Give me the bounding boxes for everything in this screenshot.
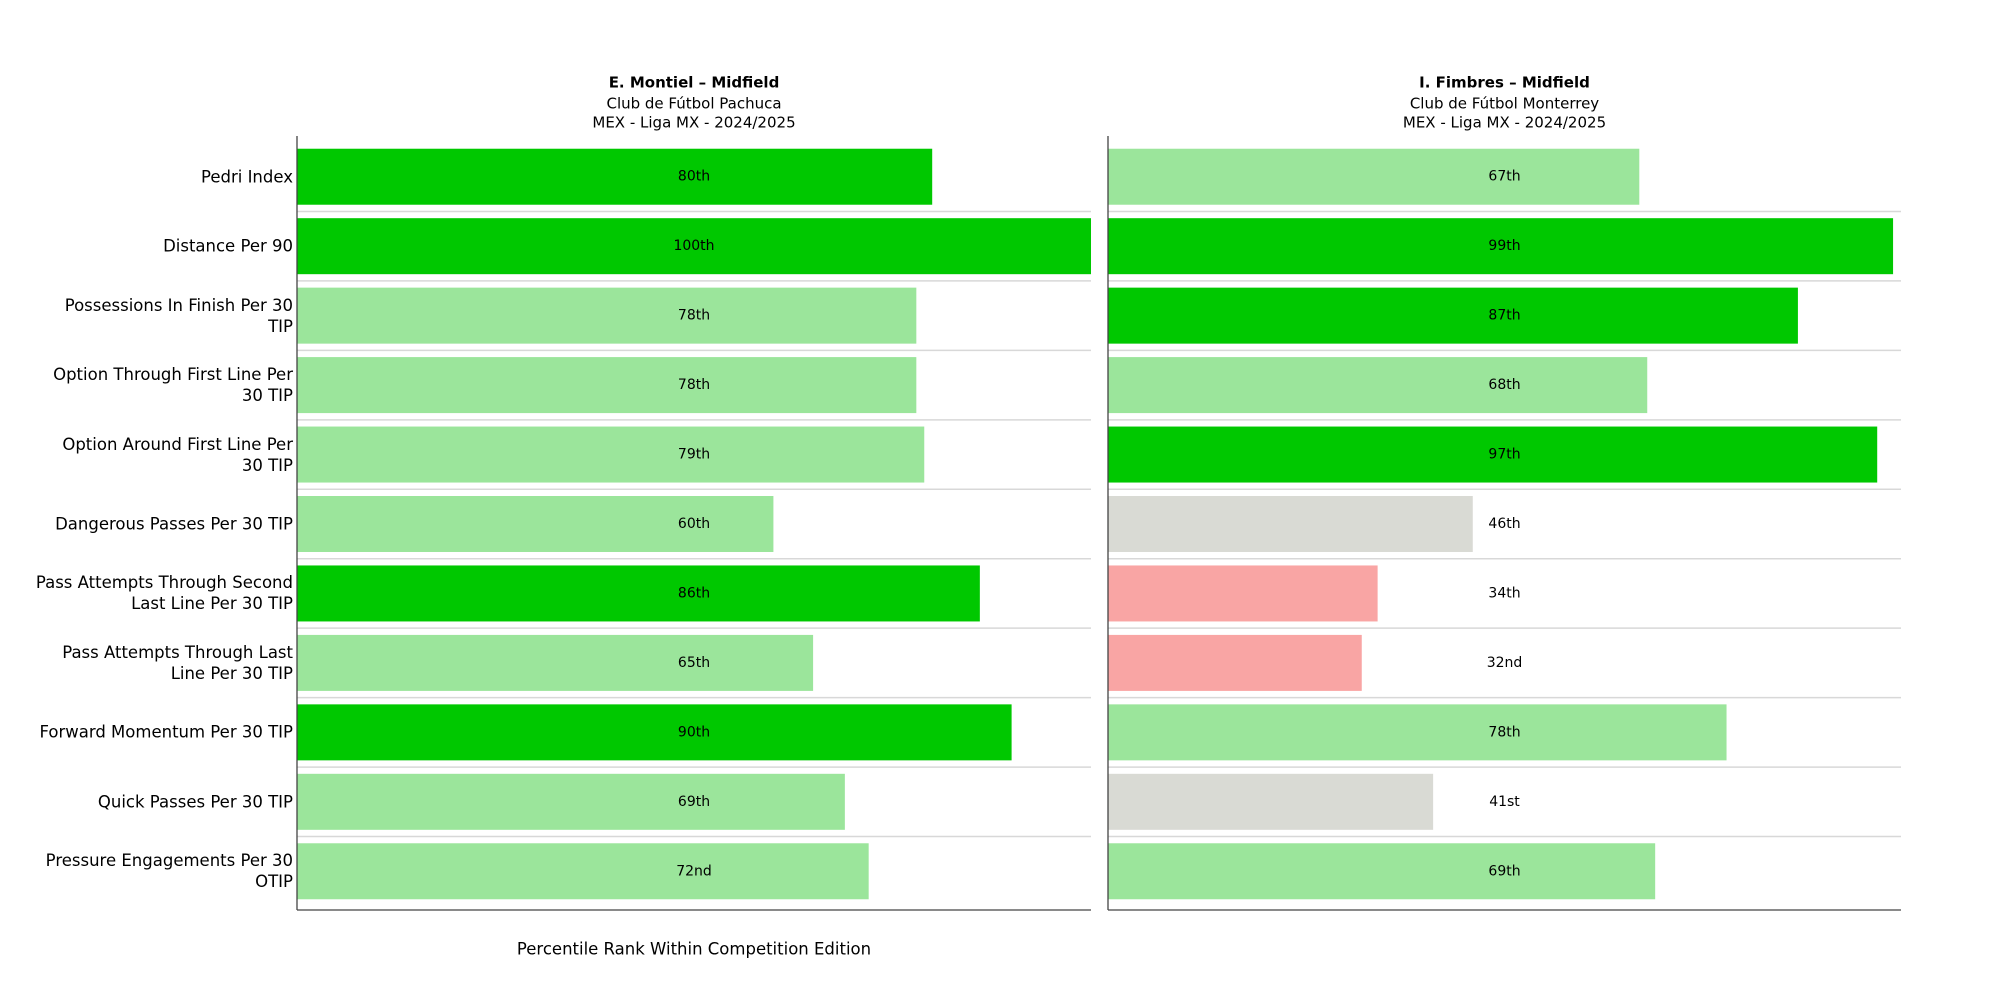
panel-title: E. Montiel – Midfield [609,74,780,92]
value-label: 100th [673,238,714,254]
bar [1108,218,1894,275]
bar [297,148,933,205]
bar [297,426,925,483]
value-label: 34th [1488,585,1520,601]
bar [297,357,917,414]
bar [1108,496,1473,552]
bar [297,773,845,830]
bar [1108,148,1640,205]
value-label: 80th [678,169,710,185]
bar [1108,773,1434,830]
value-label: 68th [1488,377,1520,393]
category-label: Quick Passes Per 30 TIP [97,792,293,812]
value-label: 67th [1488,169,1520,185]
category-label: Possessions In Finish Per 30 TIP [64,295,293,336]
value-label: 78th [1488,724,1520,740]
bar [297,218,1091,275]
value-label: 65th [678,655,710,671]
value-label: 69th [678,794,710,810]
category-label: Option Around First Line Per 30 TIP [62,434,293,475]
category-label: Dangerous Passes Per 30 TIP [55,514,293,534]
bar [297,843,869,900]
panel-subtitle: MEX - Liga MX - 2024/2025 [1403,114,1606,132]
value-label: 86th [678,585,710,601]
value-label: 46th [1488,516,1520,532]
category-label: Pass Attempts Through Last Line Per 30 T… [62,642,293,683]
bar [1108,287,1798,344]
panel-title: I. Fimbres – Midfield [1419,74,1590,92]
value-label: 72nd [676,863,712,879]
category-label: Pedri Index [200,167,293,187]
category-label: Pass Attempts Through Second Last Line P… [35,573,293,614]
bar [297,565,980,622]
panel-subtitle: Club de Fútbol Pachuca [606,95,781,113]
x-axis-label: Percentile Rank Within Competition Editi… [517,940,871,959]
value-label: 32nd [1487,655,1523,671]
value-label: 99th [1488,238,1520,254]
bar [1108,426,1878,483]
value-label: 87th [1488,308,1520,324]
bar [1108,843,1656,900]
value-label: 41st [1489,794,1520,810]
category-label: Option Through First Line Per 30 TIP [53,365,293,406]
value-label: 78th [678,308,710,324]
value-label: 90th [678,724,710,740]
bar [1108,565,1378,622]
value-label: 97th [1488,447,1520,463]
bar [1108,357,1648,414]
bar [297,287,917,344]
bar [297,634,814,691]
value-label: 79th [678,447,710,463]
value-label: 69th [1488,863,1520,879]
bar [1108,704,1727,761]
category-label: Forward Momentum Per 30 TIP [39,722,293,742]
bar [297,496,774,552]
bar [1108,634,1362,691]
category-label: Pressure Engagements Per 30 OTIP [45,851,293,892]
panel-subtitle: MEX - Liga MX - 2024/2025 [592,114,795,132]
category-label: Distance Per 90 [163,236,293,256]
value-label: 60th [678,516,710,532]
panel-subtitle: Club de Fútbol Monterrey [1410,95,1599,113]
bar [297,704,1012,761]
value-label: 78th [678,377,710,393]
